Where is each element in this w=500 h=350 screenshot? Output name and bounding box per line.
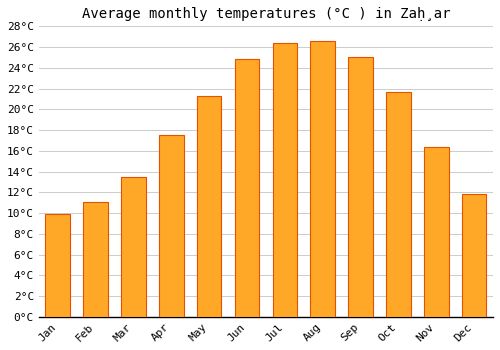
Bar (121, 177, 146, 317)
Bar (310, 41, 335, 317)
Bar (159, 135, 184, 317)
Bar (197, 96, 222, 317)
Title: Average monthly temperatures (°C ) in Zaḩ̣ar: Average monthly temperatures (°C ) in Za… (82, 7, 450, 21)
Bar (234, 60, 260, 317)
Bar (272, 43, 297, 317)
Bar (348, 57, 373, 317)
Bar (424, 147, 448, 317)
Bar (46, 214, 70, 317)
Bar (462, 194, 486, 317)
Bar (386, 92, 410, 317)
Bar (84, 202, 108, 317)
